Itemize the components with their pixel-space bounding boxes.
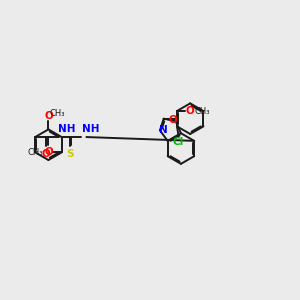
Text: Cl: Cl xyxy=(173,137,184,147)
Text: O: O xyxy=(42,149,51,159)
Text: O: O xyxy=(186,106,194,116)
Text: NH: NH xyxy=(58,124,76,134)
Text: CH₃: CH₃ xyxy=(194,106,209,116)
Text: O: O xyxy=(44,111,53,121)
Text: O: O xyxy=(44,147,53,158)
Text: O: O xyxy=(168,115,177,125)
Text: CH₃: CH₃ xyxy=(50,109,65,118)
Text: N: N xyxy=(159,125,168,135)
Text: CH₃: CH₃ xyxy=(28,148,44,157)
Text: S: S xyxy=(67,149,74,159)
Text: NH: NH xyxy=(82,124,99,134)
